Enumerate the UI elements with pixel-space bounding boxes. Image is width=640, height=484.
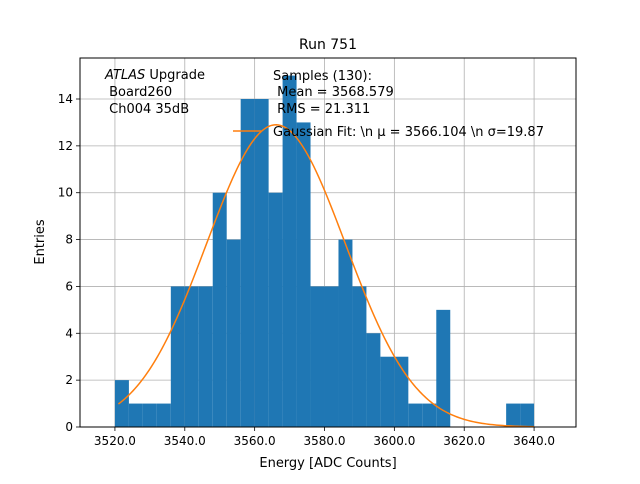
y-tick-label: 14 — [58, 92, 73, 106]
histogram-bar — [170, 286, 185, 427]
y-tick-label: 0 — [65, 420, 73, 434]
histogram-bar — [198, 286, 213, 427]
legend-samples-mean: Mean = 3568.579 — [273, 85, 394, 100]
histogram-bar — [212, 192, 227, 427]
atlas-annotation-board: Board260 — [105, 85, 172, 100]
x-tick-label: 3540.0 — [164, 434, 206, 448]
x-axis-label: Energy [ADC Counts] — [259, 456, 396, 471]
atlas-annotation: ATLAS Upgrade Board260 Ch004 35dB — [104, 68, 205, 117]
gaussian-fit — [117, 124, 535, 428]
y-axis-label: Entries — [33, 219, 48, 265]
histogram-bar — [114, 380, 129, 427]
histogram-bar — [240, 99, 255, 427]
x-tick-label: 3560.0 — [234, 434, 276, 448]
histogram-bar — [128, 403, 143, 427]
histogram-bar — [254, 99, 269, 427]
histogram-bars — [114, 75, 535, 428]
histogram-bar — [352, 286, 367, 427]
y-tick-label: 6 — [65, 279, 73, 293]
atlas-annotation-upgrade: Upgrade — [145, 68, 205, 83]
histogram-bar — [226, 239, 241, 427]
y-tick-label: 4 — [65, 326, 73, 340]
x-tick-label: 3600.0 — [373, 434, 415, 448]
atlas-annotation-italic: ATLAS — [104, 68, 145, 83]
x-tick-label: 3620.0 — [443, 434, 485, 448]
histogram-bar — [380, 356, 395, 427]
histogram-bar — [156, 403, 171, 427]
gaussian-fit-line — [117, 124, 535, 428]
legend-samples-rms: RMS = 21.311 — [273, 102, 370, 117]
legend-samples-count: Samples (130): — [273, 69, 372, 84]
y-tick-label: 12 — [58, 139, 73, 153]
histogram-bar — [506, 403, 521, 427]
histogram-bar — [422, 403, 437, 427]
histogram-bar — [184, 286, 199, 427]
histogram-bar — [408, 403, 423, 427]
y-tick-label: 10 — [58, 186, 73, 200]
histogram-bar — [268, 192, 283, 427]
y-tick-label: 2 — [65, 373, 73, 387]
x-tick-label: 3640.0 — [513, 434, 555, 448]
x-tick-label: 3520.0 — [94, 434, 136, 448]
plot-frame — [79, 57, 577, 428]
chart-title: Run 751 — [299, 37, 357, 53]
histogram-bar — [142, 403, 157, 427]
legend-fit-label: Gaussian Fit: \n μ = 3566.104 \n σ=19.87 — [273, 125, 544, 140]
histogram-bar — [296, 122, 311, 427]
histogram-bar — [324, 286, 339, 427]
y-axis-ticks: 0 2 4 6 8 10 12 14 — [58, 92, 80, 434]
histogram-bar — [520, 403, 535, 427]
x-tick-label: 3580.0 — [304, 434, 346, 448]
histogram-bar — [338, 239, 353, 427]
legend: Samples (130): Mean = 3568.579 RMS = 21.… — [233, 69, 544, 140]
histogram-bar — [282, 75, 297, 428]
y-tick-label: 8 — [65, 233, 73, 247]
x-axis-ticks: 3520.0 3540.0 3560.0 3580.0 3600.0 3620.0 3640… — [94, 427, 555, 448]
histogram-bar — [310, 286, 325, 427]
atlas-annotation-channel: Ch004 35dB — [105, 102, 189, 117]
histogram-bar — [366, 333, 381, 427]
histogram-bar — [436, 309, 451, 427]
svg-text:ATLAS Upgrade: ATLAS Upgrade — [104, 68, 205, 83]
